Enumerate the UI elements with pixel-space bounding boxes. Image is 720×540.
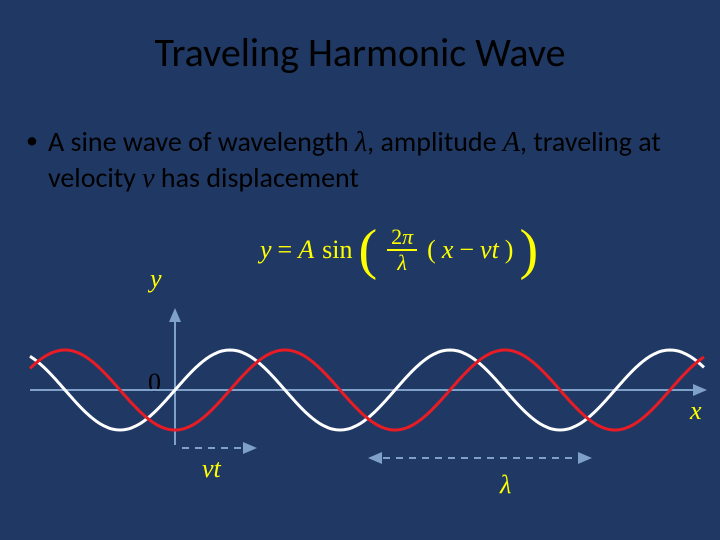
eq-x: x — [442, 235, 454, 265]
eq-frac-num: 2π — [387, 225, 417, 249]
eq-A: A — [298, 235, 314, 265]
eq-frac: 2π λ — [387, 225, 417, 275]
eq-lhs: y — [260, 235, 272, 265]
eq-lparen: ( — [358, 222, 377, 278]
eq-vt: vt — [480, 235, 499, 265]
equation: y = A sin ( 2π λ ( x − vt ) ) — [260, 222, 538, 278]
wave-diagram — [0, 300, 720, 520]
eq-equals: = — [278, 235, 293, 265]
label-y: y — [150, 264, 162, 294]
slide-title: Traveling Harmonic Wave — [0, 28, 720, 77]
bullet-amplitude: A — [503, 127, 520, 158]
bullet-post: has displacement — [155, 160, 359, 195]
bullet-dot: • — [26, 126, 38, 156]
eq-frac-den: λ — [393, 251, 411, 275]
eq-num-pi: π — [402, 224, 413, 249]
bullet-text: • A sine wave of wavelength λ, amplitude… — [48, 124, 688, 196]
bullet-velocity: v — [142, 163, 154, 194]
eq-num-2: 2 — [391, 224, 402, 249]
eq-arg-close: ) — [505, 235, 514, 265]
bullet-mid1: , amplitude — [367, 124, 503, 159]
eq-arg-open: ( — [427, 235, 436, 265]
slide: Traveling Harmonic Wave • A sine wave of… — [0, 0, 720, 540]
eq-rparen: ) — [519, 222, 538, 278]
bullet-lambda: λ — [355, 127, 367, 158]
eq-minus: − — [459, 235, 474, 265]
bullet-pre: A sine wave of wavelength — [48, 124, 355, 159]
eq-sin: sin — [322, 235, 352, 265]
